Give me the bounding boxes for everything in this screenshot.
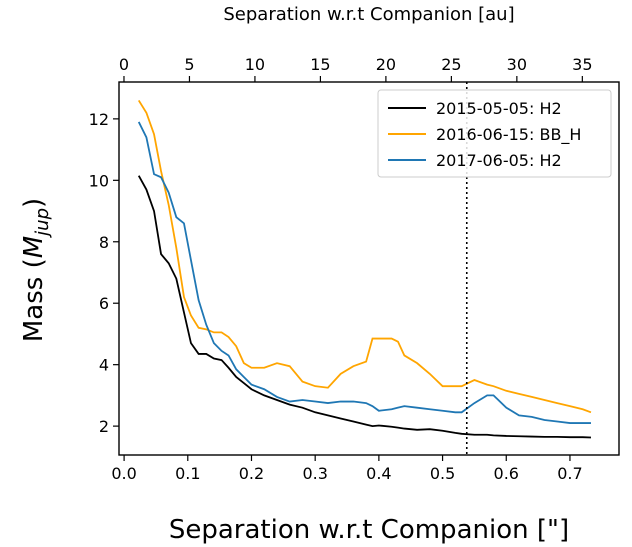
x2-tick-label: 30 — [507, 55, 527, 74]
y-tick-label: 10 — [89, 171, 109, 190]
y-tick-label: 8 — [99, 233, 109, 252]
x-tick-label: 0.1 — [175, 464, 200, 483]
x-axis-label: Separation w.r.t Companion ["] — [169, 515, 569, 545]
x2-tick-label: 0 — [119, 55, 129, 74]
x2-tick-label: 25 — [441, 55, 461, 74]
x2-tick-label: 20 — [376, 55, 396, 74]
series-line — [137, 121, 591, 424]
x-tick-label: 0.7 — [557, 464, 582, 483]
x-tick-label: 0.0 — [111, 464, 136, 483]
y-tick-label: 12 — [89, 110, 109, 129]
x2-tick-label: 10 — [245, 55, 265, 74]
x2-tick-label: 15 — [310, 55, 330, 74]
legend-label: 2016-06-15: BB_H — [436, 125, 581, 145]
plot-frame — [118, 81, 620, 456]
x-tick-label: 0.6 — [494, 464, 519, 483]
x-tick-label: 0.2 — [239, 464, 264, 483]
legend-label: 2017-06-05: H2 — [436, 151, 562, 170]
x2-tick-label: 35 — [572, 55, 592, 74]
x2-tick-label: 5 — [184, 55, 194, 74]
series-line — [137, 175, 592, 439]
y-axis-label: Mass (Mjup) — [19, 198, 53, 342]
legend: 2015-05-05: H2 2016-06-15: BB_H 2017-06-05… — [377, 89, 612, 178]
top-axis-label: Separation w.r.t Companion [au] — [223, 4, 514, 25]
legend-box — [377, 89, 612, 178]
y-tick-label: 2 — [99, 417, 109, 436]
legend-label: 2015-05-05: H2 — [436, 99, 562, 118]
x-tick-label: 0.3 — [302, 464, 327, 483]
x-tick-label: 0.4 — [366, 464, 391, 483]
y-tick-label: 4 — [99, 356, 109, 375]
y-tick-label: 6 — [99, 294, 109, 313]
series-line — [137, 99, 592, 414]
x-tick-label: 0.5 — [430, 464, 455, 483]
